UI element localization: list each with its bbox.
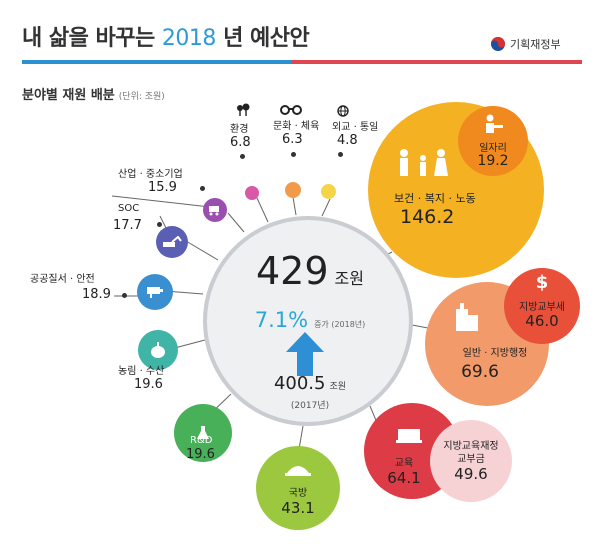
total-budget-circle [203,216,413,426]
tree-icon [236,102,250,121]
sector-value-defense: 43.1 [281,499,315,517]
sector-label-safety: 공공질서 · 안전 [30,274,95,285]
diplomacy-bubble [321,184,336,199]
previous-budget: 400.5 조원 [215,373,405,394]
sector-label-edu-grant-2: 교부금 [457,454,485,465]
soc-bubble [156,226,188,258]
cctv-icon [147,287,163,298]
local-grant-bubble [504,268,580,344]
total-unit: 조원 [334,269,364,288]
sector-label-education: 교육 [394,458,414,469]
prev-unit: 조원 [329,382,347,392]
page-title: 내 삶을 바꾸는 2018 년 예산안 [22,20,310,52]
sector-value-safety: 18.9 [82,287,111,302]
globe-icon [337,102,349,121]
agriculture-bubble [138,330,178,370]
marker-dot [157,222,162,227]
ministry-logo: 기획재정부 [490,36,561,52]
garlic-icon [151,342,165,358]
ministry-name: 기획재정부 [510,38,561,51]
marker-dot [291,152,296,157]
book-icon [396,426,422,448]
total-budget: 429 조원 [210,249,410,293]
marker-dot [240,154,245,159]
sector-label-edu-grant: 지방교육재정 [443,441,499,452]
marker-dot [200,186,205,191]
building-icon [454,303,480,335]
sector-value-environment: 6.8 [230,135,251,150]
taegeuk-icon [491,37,505,51]
marker-dot [338,152,343,157]
total-value: 429 [256,249,329,293]
edu-grant-bubble [430,420,512,502]
sector-label-jobs: 일자리 [479,143,507,154]
up-arrow-icon [286,332,324,376]
safety-bubble [137,274,173,310]
title-year: 2018 [161,26,217,51]
environment-bubble [245,186,259,200]
military-cap-icon [285,462,311,481]
dollar-icon: $ [535,272,549,293]
sector-value-local-grant: 46.0 [525,312,559,330]
worker-icon [482,114,504,138]
excavator-icon [163,236,182,247]
rnd-bubble [174,404,232,462]
sector-label-rnd: R&D [190,435,213,446]
unit-label: (단위: 조원) [118,92,165,102]
title-prefix: 내 삶을 바꾸는 [22,26,162,51]
sector-value-education: 64.1 [387,469,421,487]
sector-label-welfare: 보건 · 복지 · 노동 [394,192,476,205]
sector-label-agriculture: 농림 · 수산 [118,366,165,377]
header-rule-blue [22,60,292,64]
subtitle-text: 분야별 재원 배분 [22,88,115,103]
glasses-icon [280,100,302,119]
growth-rate: 7.1% 증가 (2018년) [215,308,405,332]
growth-value: 7.1% [254,308,309,332]
growth-label: 증가 (2018년) [314,320,366,329]
sector-label-local-grant: 지방교부세 [519,302,565,313]
sector-label-soc: SOC [118,203,140,214]
header-rule-red [292,60,582,64]
sector-value-rnd: 19.6 [186,447,215,462]
cart-icon [209,206,219,216]
title-suffix: 년 예산안 [215,26,310,51]
sector-value-edu-grant: 49.6 [454,465,488,483]
sector-value-agriculture: 19.6 [134,377,163,392]
sector-value-industry: 15.9 [148,180,177,195]
marker-dot [122,293,127,298]
sector-value-jobs: 19.2 [477,153,509,169]
flask-icon [197,426,209,439]
section-subtitle: 분야별 재원 배분 (단위: 조원) [22,84,165,103]
sector-label-industry: 산업 · 중소기업 [118,169,183,180]
sector-label-general-admin: 일반 · 지방행정 [462,348,528,359]
defense-bubble [256,446,340,530]
family-icon [396,148,450,182]
sector-label-environment: 환경 [230,124,249,135]
industry-bubble [203,198,227,222]
previous-year-label: (2017년) [290,401,330,411]
sector-label-culture: 문화 · 체육 [273,121,320,132]
sector-label-diplomacy: 외교 · 통일 [332,122,379,133]
sector-value-soc: 17.7 [113,218,142,233]
sector-value-welfare: 146.2 [400,206,455,228]
sector-value-general-admin: 69.6 [461,362,499,382]
sector-label-defense: 국방 [288,488,308,499]
prev-value: 400.5 [273,373,326,394]
culture-bubble [285,182,301,198]
sector-value-diplomacy: 4.8 [337,133,358,148]
sector-value-culture: 6.3 [282,132,303,147]
